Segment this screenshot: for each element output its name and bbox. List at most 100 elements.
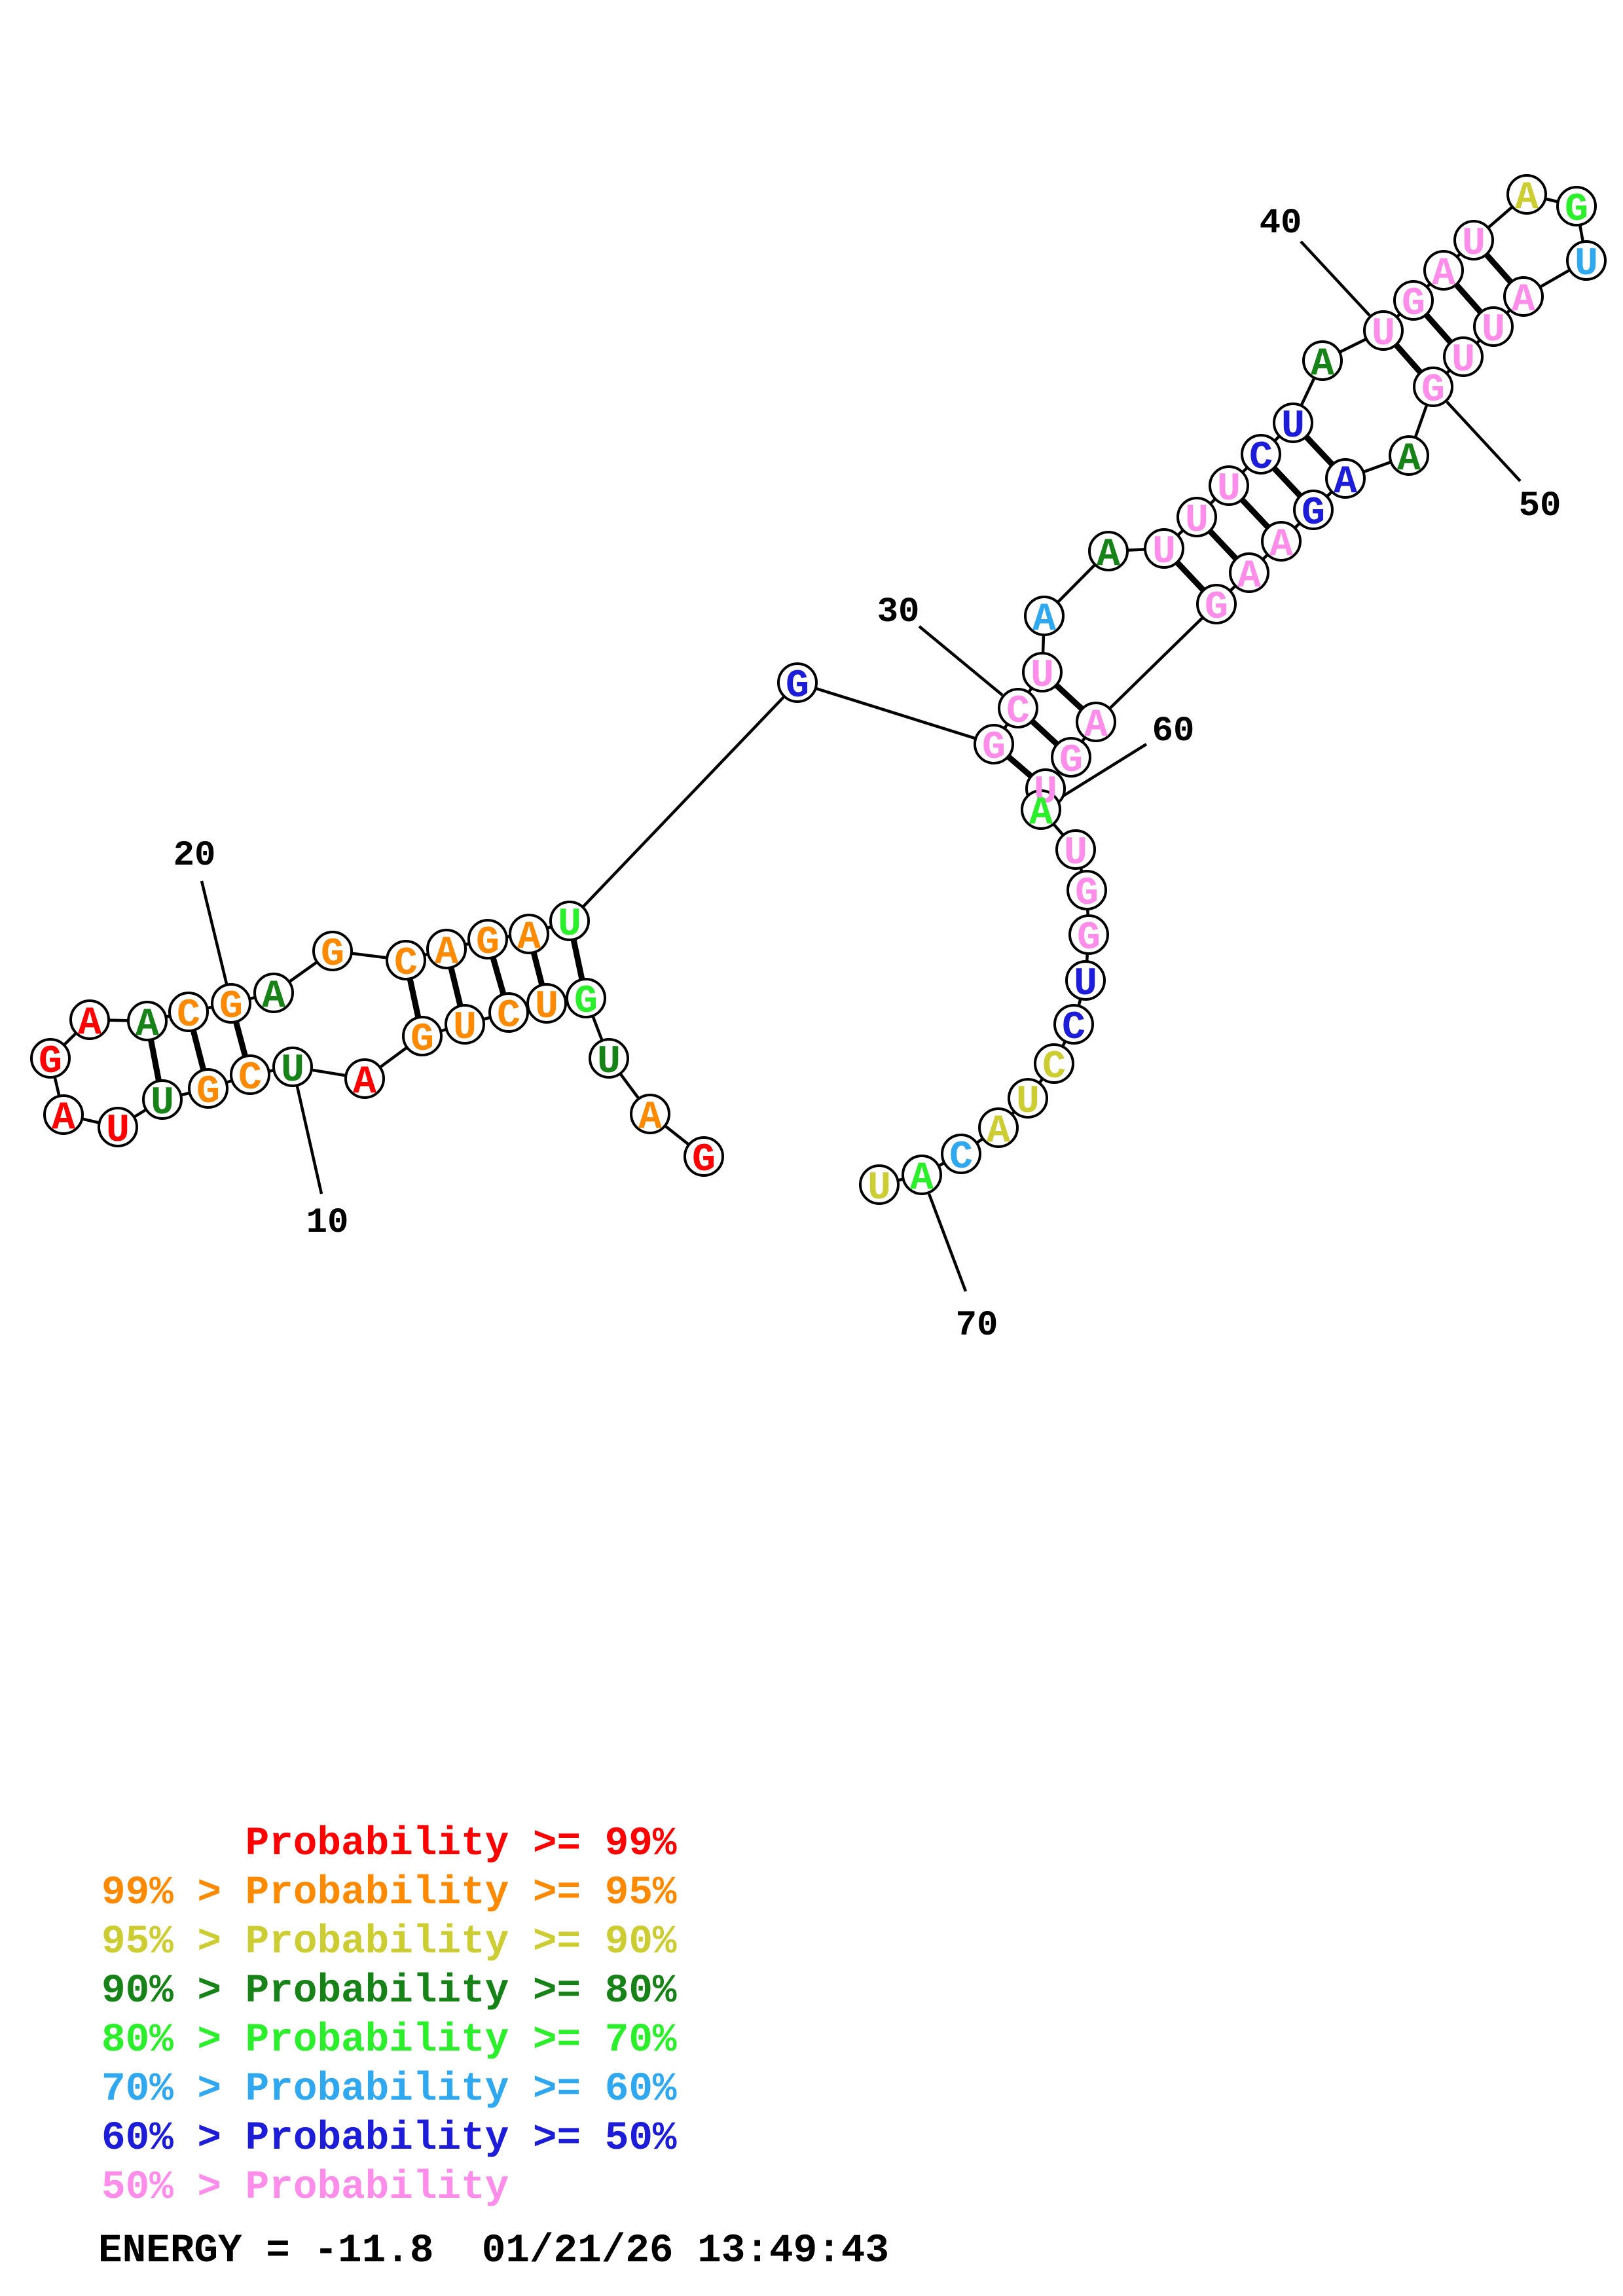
position-pointer-lines: [200, 240, 1522, 1292]
nucleotide-circle: [974, 724, 1014, 764]
nucleotide-circle: [1209, 465, 1249, 506]
nucleotide-circle: [1443, 336, 1484, 377]
nucleotide-circle: [589, 1038, 629, 1079]
position-label: 60: [1152, 711, 1195, 751]
nucleotide-circle: [566, 978, 606, 1018]
nucleotide-base-A: A: [1032, 598, 1056, 642]
nucleotide-circle: [230, 1054, 270, 1095]
nucleotide-base-G: G: [1077, 916, 1101, 961]
nucleotide-circle: [1053, 1004, 1094, 1045]
nucleotide-base-U: U: [1575, 242, 1598, 287]
nucleotide-base-U: U: [281, 1049, 304, 1093]
nucleotide-circle: [684, 1136, 724, 1177]
position-labels: 10 20 30 40 50 60 70: [173, 204, 1561, 1346]
position-pointer: [295, 1086, 323, 1194]
nucleotide-base-A: A: [910, 1157, 934, 1201]
nucleotide-circle: [426, 929, 467, 969]
nucleotide-base-U: U: [1482, 308, 1505, 353]
nucleotide-base-U: U: [597, 1040, 621, 1085]
nucleotide-base-C: C: [949, 1136, 973, 1180]
nucleotide-base-A: A: [1311, 342, 1334, 387]
nucleotide-circle: [1068, 914, 1109, 955]
nucleotide-base-A: A: [1097, 533, 1120, 577]
position-pointer: [1446, 401, 1522, 482]
nucleotide-circle: [142, 1079, 183, 1120]
nucleotide-circle: [1393, 280, 1434, 321]
nucleotide-circle: [1196, 584, 1237, 624]
legend-row: 95% > Probability >= 90%: [101, 1920, 677, 1965]
nucleotide-base-A: A: [1397, 437, 1421, 482]
nucleotide-circle: [1008, 1078, 1048, 1119]
nucleotide-base-U: U: [1074, 962, 1097, 1007]
nucleotide-circle: [98, 1107, 138, 1147]
nucleotide-base-A: A: [1237, 554, 1261, 599]
nucleotide-circle: [1067, 870, 1107, 910]
legend-row: 70% > Probability >= 60%: [101, 2067, 677, 2112]
nucleotide-base-G: G: [321, 933, 344, 977]
nucleotide-base-U: U: [151, 1081, 174, 1126]
legend-row: 99% > Probability >= 95%: [101, 1871, 677, 1916]
nucleotide-base-A: A: [1269, 523, 1293, 567]
nucleotide-base-A: A: [136, 1003, 159, 1047]
nucleotide-circle: [344, 1058, 385, 1099]
nucleotide-circle: [467, 919, 508, 960]
nucleotide-circle: [1022, 652, 1063, 692]
nucleotide-base-C: C: [1249, 436, 1273, 480]
nucleotide-base-C: C: [1006, 690, 1030, 734]
position-label: 40: [1260, 204, 1302, 243]
nucleotide-base-A: A: [1515, 176, 1539, 221]
backbone-segment: [797, 681, 994, 746]
nucleotide-base-A: A: [1334, 460, 1357, 505]
nucleotide-circle: [127, 1001, 168, 1041]
position-label: 20: [173, 836, 216, 876]
position-label: 10: [306, 1203, 349, 1243]
nucleotide-circle: [1506, 174, 1547, 215]
nucleotide-base-G: G: [39, 1040, 62, 1085]
nucleotide-circle: [1034, 1043, 1074, 1084]
nucleotide-base-G: G: [196, 1070, 220, 1115]
nucleotide-base-G: G: [1059, 739, 1083, 783]
nucleotide-base-U: U: [1451, 338, 1475, 383]
nucleotide-circle: [272, 1047, 313, 1087]
nucleotide-base-C: C: [177, 994, 200, 1038]
nucleotide-circle: [777, 662, 818, 703]
nucleotide-base-A: A: [1432, 252, 1455, 296]
nucleotide-circle: [630, 1094, 670, 1134]
nucleotide-base-C: C: [394, 942, 418, 986]
nucleotide-base-C: C: [497, 994, 520, 1039]
nucleotide-circles: [30, 174, 1607, 1205]
nucleotide-circle: [1076, 702, 1116, 742]
legend-row: 80% > Probability >= 70%: [101, 2018, 677, 2063]
nucleotide-circle: [168, 992, 209, 1032]
nucleotide-base-U: U: [1016, 1080, 1040, 1124]
nucleotide-base-G: G: [982, 726, 1006, 770]
nucleotide-circle: [509, 914, 549, 954]
nucleotide-circle: [1261, 521, 1302, 562]
nucleotide-base-A: A: [353, 1060, 376, 1105]
nucleotide-base-U: U: [1217, 467, 1241, 512]
nucleotide-circle: [1453, 220, 1494, 260]
legend-row: 50% > Probability: [101, 2165, 509, 2210]
nucleotide-base-G: G: [410, 1018, 434, 1062]
energy-text: ENERGY = -11.8 01/21/26 13:49:43: [98, 2229, 889, 2274]
nucleotide-circle: [30, 1038, 71, 1079]
nucleotide-circle: [211, 983, 251, 1024]
nucleotide-circle: [941, 1134, 981, 1174]
legend-row: Probability >= 99%: [246, 1821, 677, 1867]
nucleotide-circle: [1566, 240, 1607, 281]
nucleotide-base-C: C: [238, 1056, 262, 1101]
nucleotide-base-C: C: [1042, 1045, 1066, 1090]
nucleotide-base-A: A: [262, 975, 285, 1019]
nucleotide-base-A: A: [78, 1001, 101, 1046]
position-pointer: [1300, 240, 1371, 317]
nucleotide-circle: [1413, 367, 1453, 407]
nucleotide-base-G: G: [692, 1138, 716, 1183]
nucleotide-base-G: G: [1205, 586, 1228, 630]
nucleotide-base-U: U: [867, 1166, 891, 1211]
nucleotide-base-G: G: [574, 980, 598, 1024]
nucleotide-circle: [998, 688, 1038, 728]
nucleotide-circle: [859, 1164, 900, 1205]
nucleotide-base-A: A: [638, 1096, 662, 1140]
nucleotide-base-A: A: [52, 1096, 75, 1141]
nucleotide-base-U: U: [1281, 404, 1305, 449]
